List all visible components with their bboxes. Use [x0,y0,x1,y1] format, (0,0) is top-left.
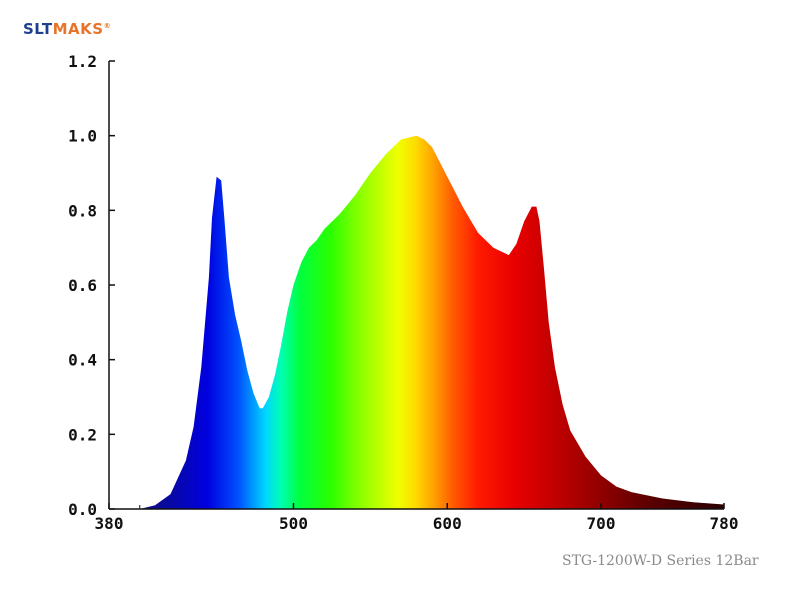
x-tick-label: 500 [279,514,308,533]
x-tick-label: 780 [710,514,739,533]
brand-logo-part1: SLT [23,20,53,38]
y-tick-label: 1.2 [68,52,97,71]
y-tick-label: 1.0 [68,127,97,146]
x-tick-label: 600 [433,514,462,533]
x-tick-label: 700 [587,514,616,533]
y-tick-label: 0.2 [68,425,97,444]
plot-area [109,135,724,509]
x-tick-label: 380 [95,514,124,533]
y-tick-label: 0.6 [68,276,97,295]
y-tick-label: 0.8 [68,201,97,220]
brand-logo: SLTMAKS® [23,20,111,38]
y-tick-label: 0.4 [68,351,97,370]
axes: 0.0 0.2 0.4 0.6 0.8 1.0 1.2 380 500 600 700 780 [68,52,738,533]
y-tick-label: 0.0 [68,500,97,519]
product-caption: STG-1200W-D Series 12Bar [562,553,759,569]
brand-registered-mark: ® [103,22,112,30]
spectrum-area [109,135,724,509]
brand-logo-part2: MAKS [52,20,104,38]
